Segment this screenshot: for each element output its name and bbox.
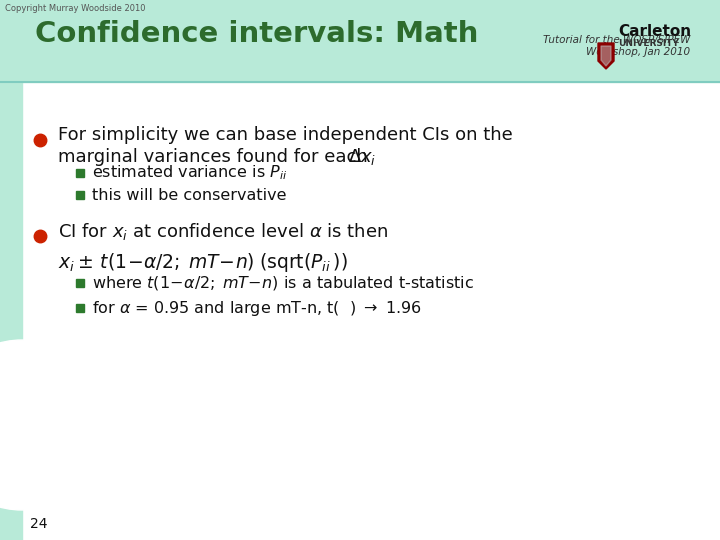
- Bar: [76, 304, 84, 312]
- Text: where $t(1\!-\!\alpha/2;\; mT\!-\!n)$ is a tabulated t-statistic: where $t(1\!-\!\alpha/2;\; mT\!-\!n)$ is…: [92, 274, 474, 292]
- Text: Workshop, Jan 2010: Workshop, Jan 2010: [586, 47, 690, 57]
- Text: estimated variance is $P_{ii}$: estimated variance is $P_{ii}$: [92, 164, 287, 183]
- Bar: [0, 0, 720, 82]
- Text: CI for $x_i$ at confidence level $\alpha$ is then: CI for $x_i$ at confidence level $\alpha…: [58, 221, 388, 242]
- Text: For simplicity we can base independent CIs on the: For simplicity we can base independent C…: [58, 126, 513, 144]
- Bar: [0, 0, 22, 540]
- Text: Copyright Murray Woodside 2010: Copyright Murray Woodside 2010: [5, 4, 145, 13]
- Text: Confidence intervals: Math: Confidence intervals: Math: [35, 20, 478, 48]
- Polygon shape: [601, 46, 611, 66]
- Bar: [76, 169, 84, 177]
- Polygon shape: [598, 43, 614, 69]
- Text: UNIVERSITY: UNIVERSITY: [618, 38, 679, 48]
- Text: for $\alpha$ = 0.95 and large mT-n, t(  ) $\rightarrow$ 1.96: for $\alpha$ = 0.95 and large mT-n, t( )…: [92, 299, 422, 318]
- Text: marginal variances found for each: marginal variances found for each: [58, 148, 379, 166]
- Circle shape: [0, 340, 107, 510]
- Bar: [76, 279, 84, 287]
- Bar: [76, 191, 84, 199]
- Text: $\Delta x_i$: $\Delta x_i$: [348, 147, 377, 167]
- Text: this will be conservative: this will be conservative: [92, 187, 287, 202]
- Text: Tutorial for the WOSP/SIPEW: Tutorial for the WOSP/SIPEW: [543, 35, 690, 45]
- Text: Carleton: Carleton: [618, 24, 691, 38]
- Text: 24: 24: [30, 517, 48, 531]
- Text: $x_i \pm\, t(1\!-\!\alpha/2;\; mT\!-\!n)\; (\mathrm{sqrt}(P_{ii}\,))$: $x_i \pm\, t(1\!-\!\alpha/2;\; mT\!-\!n)…: [58, 252, 348, 274]
